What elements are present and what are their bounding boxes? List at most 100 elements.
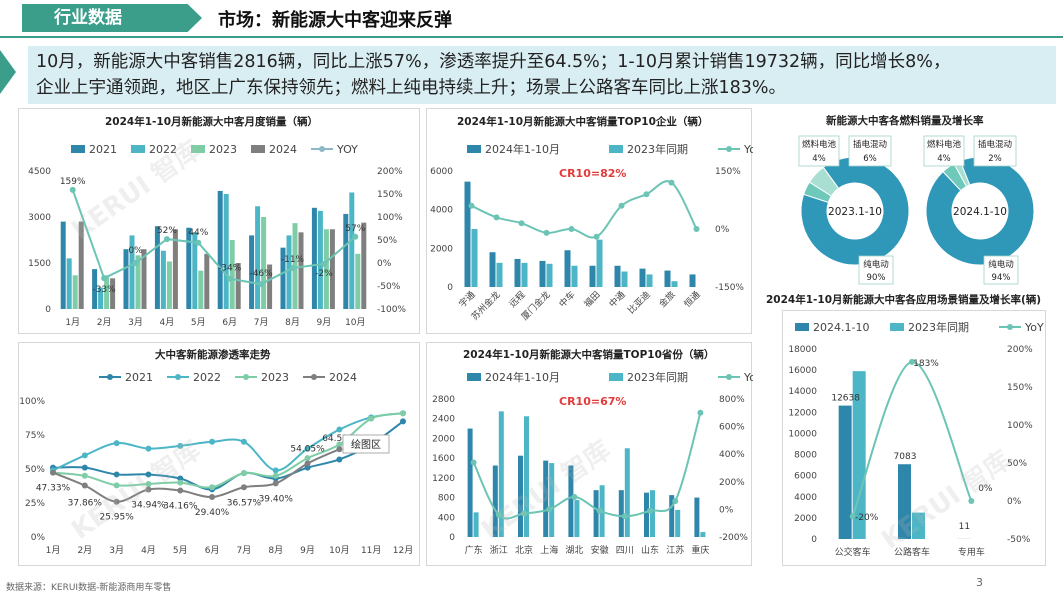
point-2023 bbox=[400, 410, 406, 417]
point-2021 bbox=[400, 418, 406, 425]
bar-2024年1-10月 bbox=[669, 495, 675, 537]
y-tick-label: 10000 bbox=[788, 429, 817, 439]
y-tick-label: 14000 bbox=[788, 387, 817, 397]
bar-2023 bbox=[292, 223, 298, 309]
x-tick-label: 7月 bbox=[254, 317, 269, 328]
yoy-line bbox=[851, 360, 973, 517]
bar-2024 bbox=[267, 264, 273, 309]
point-2023 bbox=[145, 480, 152, 487]
bar-2024年1-10月 bbox=[492, 465, 498, 537]
point-2022 bbox=[304, 445, 311, 452]
monthly-sales-panel: 2024年1-10月新能源大中客月度销量（辆） 0 1500 3000 4500 -10… bbox=[18, 108, 420, 334]
y-tick-label: 2000 bbox=[430, 244, 453, 254]
legend-label: 2023年同期 bbox=[627, 370, 688, 384]
legend-marker bbox=[311, 374, 317, 380]
bar-2023年同期 bbox=[596, 239, 603, 287]
bar-2022 bbox=[192, 232, 198, 309]
point-2023 bbox=[209, 484, 216, 491]
top10-province-title: 2024年1-10月新能源大中客销量TOP10省份（辆） bbox=[463, 349, 715, 361]
bar-2023 bbox=[198, 270, 204, 309]
y2-tick-label: 200% bbox=[377, 167, 403, 177]
yoy-point bbox=[571, 493, 578, 500]
bar-2024 bbox=[235, 263, 241, 309]
bar-2022 bbox=[98, 287, 104, 309]
bar-value-label: 7083 bbox=[894, 452, 917, 462]
yoy-point bbox=[518, 220, 525, 227]
x-tick-label: 4月 bbox=[141, 545, 156, 556]
legend-marker bbox=[1007, 324, 1013, 330]
bar-2023 bbox=[261, 217, 267, 309]
legend-swatch bbox=[467, 145, 481, 153]
bar-2021 bbox=[217, 190, 223, 309]
yoy-point bbox=[593, 233, 600, 240]
point-2022 bbox=[113, 440, 120, 447]
x-tick-label: 重庆 bbox=[691, 544, 709, 556]
page-title: 市场：新能源大中客迎来反弹 bbox=[218, 10, 452, 31]
bar-2023年同期 bbox=[624, 448, 630, 537]
bar-2024 bbox=[110, 278, 116, 309]
y2-tick-label: 400% bbox=[719, 450, 745, 460]
y-tick-label: 3000 bbox=[28, 213, 51, 223]
x-tick-label: 10月 bbox=[345, 317, 365, 328]
y2-tick-label: 0% bbox=[719, 505, 734, 515]
top10-enterprise-title: 2024年1-10月新能源大中客销量TOP10企业（辆） bbox=[457, 116, 709, 128]
bar-2024年1-10月 bbox=[467, 428, 473, 537]
point-2024 bbox=[113, 498, 120, 505]
legend-label: 2024 bbox=[269, 143, 297, 156]
y-tick-label: 100% bbox=[19, 397, 45, 407]
y-tick-label: 8000 bbox=[794, 451, 817, 461]
x-tick-label: 广东 bbox=[465, 544, 483, 556]
y-tick-label: 4500 bbox=[28, 167, 51, 177]
fuel-title: 新能源大中客各燃料销量及增长率 bbox=[826, 115, 984, 127]
y-tick-label: 1600 bbox=[432, 454, 455, 464]
bar-2022 bbox=[255, 206, 261, 309]
legend-label: 2023年同期 bbox=[908, 320, 969, 334]
x-tick-label: 中通 bbox=[606, 289, 627, 310]
bar-2022 bbox=[223, 194, 229, 309]
penetration-panel: 大中客新能源渗透率走势 0% 25% 50% 75% 100% 1月 2月 3月 4月 5月 6月 7… bbox=[18, 342, 420, 566]
data-source: 数据来源：KERUI数据-新能源商用车零售 bbox=[6, 583, 172, 593]
y-tick-label: 25% bbox=[25, 499, 45, 509]
fuel-chart: 2023.1-10 燃料电池 4% 插电混动 6% 纯电动 90% 2024.1-10 燃料电池… bbox=[798, 135, 1035, 285]
x-tick-label: 金旅 bbox=[656, 289, 677, 310]
bar-2023年同期 bbox=[852, 371, 866, 539]
x-tick-label: 公交客车 bbox=[835, 546, 871, 558]
point-2021 bbox=[113, 471, 120, 478]
yoy-point bbox=[543, 229, 550, 236]
penetration-title: 大中客新能源渗透率走势 bbox=[155, 349, 271, 361]
phev-label: 插电混动 bbox=[853, 139, 888, 150]
yoy-point bbox=[968, 498, 975, 504]
yoy-label: 183% bbox=[913, 359, 939, 369]
yoy-label: 44% bbox=[188, 228, 208, 238]
yoy-point bbox=[668, 179, 675, 186]
bar-2023年同期 bbox=[574, 500, 580, 537]
point-label: 36.57% bbox=[227, 498, 262, 508]
donut-center-label: 2024.1-10 bbox=[953, 206, 1007, 218]
scene-title: 2024年1-10月新能源大中客各应用场景销量及增长率(辆) bbox=[766, 294, 1042, 306]
bar-2024 bbox=[141, 249, 147, 309]
bar-2024 bbox=[78, 221, 84, 309]
point-2024 bbox=[50, 469, 56, 476]
legend-label: YoY bbox=[1024, 321, 1044, 334]
point-label: 29.40% bbox=[195, 508, 230, 518]
bar-2024年1-10月 bbox=[664, 270, 671, 287]
yoy-point bbox=[909, 358, 915, 365]
bar-2021 bbox=[123, 249, 129, 309]
x-tick-label: 比亚迪 bbox=[625, 289, 653, 317]
point-2024 bbox=[304, 460, 311, 467]
scene-chart: 0 2000 4000 6000 8000 10000 12000 14000 16000 180… bbox=[788, 320, 1044, 558]
bar-2024年1-10月 bbox=[539, 260, 546, 287]
pie-slice-插电混动 bbox=[808, 166, 840, 197]
bar-2024年1-10月 bbox=[614, 265, 621, 287]
yoy-point bbox=[163, 236, 170, 243]
bar-value-label: 11 bbox=[959, 522, 970, 532]
legend-label: YoY bbox=[743, 143, 753, 156]
cr10-annotation: CR10=67% bbox=[559, 395, 626, 408]
point-label: 37.86% bbox=[68, 499, 103, 509]
x-tick-label: 9月 bbox=[317, 317, 332, 328]
legend-swatch bbox=[890, 323, 904, 331]
x-tick-label: 3月 bbox=[128, 317, 143, 328]
summary-line-1: 10月，新能源大中客销售2816辆，同比上涨57%，渗透率提升至64.5%；1-… bbox=[36, 52, 951, 72]
callout-box bbox=[798, 135, 840, 167]
yoy-line bbox=[471, 180, 698, 239]
